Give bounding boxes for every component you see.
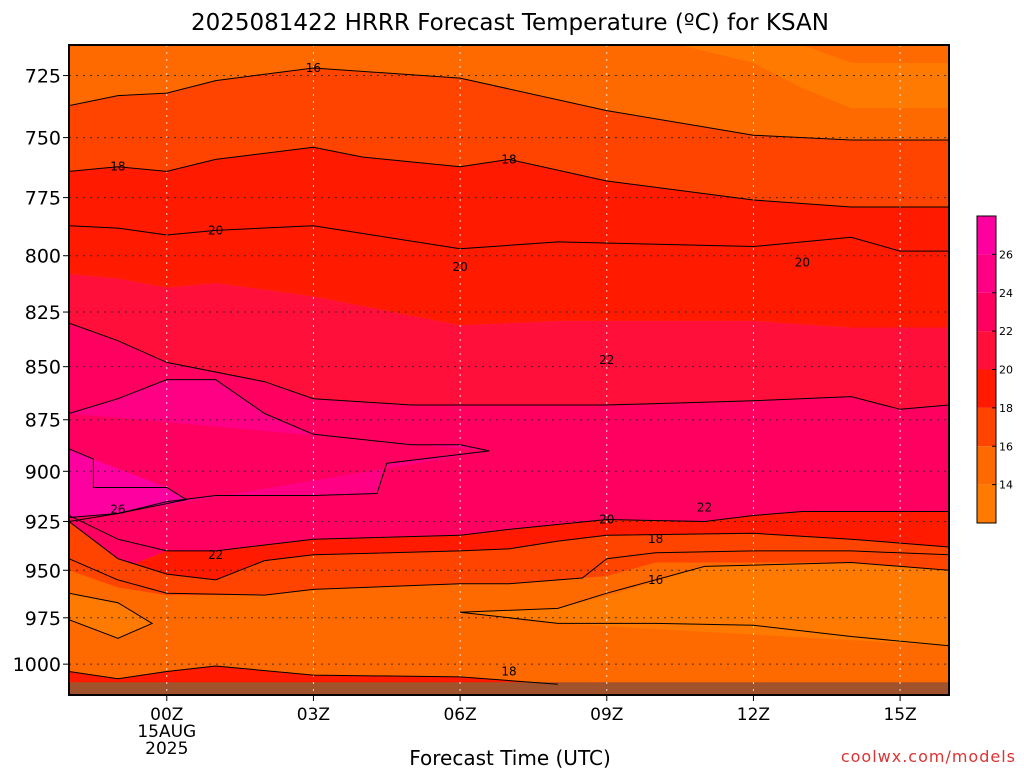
fill-band-5 xyxy=(69,379,490,522)
contour-label: 22 xyxy=(208,548,223,562)
y-tick-label: 875 xyxy=(25,410,61,432)
contour-line-16 xyxy=(460,611,949,647)
contour-labels: 16 18 18 20 20 20 22 26 22 20 18 22 16 18 xyxy=(110,61,810,678)
x-tick-label: 00Z xyxy=(150,705,183,725)
colorbar-label: 24 xyxy=(999,287,1013,300)
fill-band-4 xyxy=(69,323,949,571)
contour-label: 20 xyxy=(452,260,467,274)
colorbar-label: 20 xyxy=(999,364,1013,377)
contour-line-22 xyxy=(69,322,949,410)
contour-line-18 xyxy=(69,146,949,208)
x-tick-label: 15Z xyxy=(883,705,916,725)
fill-band-0 xyxy=(680,45,949,109)
contour-label: 18 xyxy=(110,160,125,174)
contour-line-22 xyxy=(69,511,949,552)
y-tick-label: 1000 xyxy=(13,654,61,676)
temperature-fill-bands xyxy=(69,45,949,695)
fill-band-9 xyxy=(460,562,949,646)
contour-line-18 xyxy=(69,665,558,685)
fill-band-7 xyxy=(69,511,949,580)
y-tick-label: 925 xyxy=(25,511,61,533)
y-axis: 725 750 775 800 825 850 875 900 925 950 975 1000 xyxy=(13,66,69,676)
contour-label: 22 xyxy=(697,501,712,515)
credit-text[interactable]: coolwx.com/models xyxy=(841,747,1016,766)
plot-area: 16 18 18 20 20 20 22 26 22 20 18 22 16 18 xyxy=(68,44,950,696)
colorbar-label: 22 xyxy=(999,325,1013,338)
y-tick-label: 900 xyxy=(25,461,61,483)
x-axis-label: Forecast Time (UTC) xyxy=(409,746,611,768)
colorbar-label: 16 xyxy=(999,440,1013,453)
fill-band-3 xyxy=(69,273,949,410)
x-tick-label: 06Z xyxy=(443,705,476,725)
fill-band-10 xyxy=(69,593,153,639)
y-tick-label: 950 xyxy=(25,560,61,582)
contour-line-20 xyxy=(69,521,949,581)
y-tick-label: 800 xyxy=(25,246,61,268)
y-tick-label: 850 xyxy=(25,357,61,379)
colorbar-swatch xyxy=(977,331,996,370)
contour-line-16 xyxy=(69,67,949,141)
colorbar-swatch xyxy=(977,407,996,447)
contour-line-16 xyxy=(460,561,949,613)
colorbar-swatch xyxy=(977,216,996,255)
contour-label: 22 xyxy=(599,353,614,367)
contour-line-16 xyxy=(69,592,154,639)
colorbar-swatch xyxy=(977,254,996,293)
contour-line-26 xyxy=(69,448,188,518)
colorbar-legend: 14 16 18 20 22 24 26 xyxy=(976,215,1013,524)
colorbar-label: 18 xyxy=(999,402,1013,415)
y-tick-label: 975 xyxy=(25,608,61,630)
colorbar-swatch xyxy=(977,446,996,485)
fill-band-6 xyxy=(69,448,187,518)
y-tick-label: 725 xyxy=(25,66,61,88)
contour-label: 18 xyxy=(501,664,516,678)
chart-title: 2025081422 HRRR Forecast Temperature (ºC… xyxy=(191,10,829,36)
x-tick-label: 03Z xyxy=(297,705,330,725)
y-tick-label: 750 xyxy=(25,128,61,150)
colorbar-label: 26 xyxy=(999,248,1013,261)
fill-band-11 xyxy=(69,666,949,686)
colorbar-swatch xyxy=(977,369,996,408)
contour-label: 20 xyxy=(208,223,223,237)
ground-fill xyxy=(69,682,949,695)
x-tick-date: 15AUG xyxy=(137,722,196,742)
colorbar-swatch xyxy=(977,484,996,523)
contour-label: 16 xyxy=(648,573,663,587)
contour-label: 20 xyxy=(795,256,810,270)
plot-frame xyxy=(68,44,950,696)
fill-band-2 xyxy=(69,147,949,328)
y-tick-label: 825 xyxy=(25,302,61,324)
contour-label: 16 xyxy=(306,61,321,75)
contour-label: 18 xyxy=(648,532,663,546)
fill-band-8 xyxy=(69,521,949,596)
fill-band-1 xyxy=(69,68,949,207)
contour-line-20 xyxy=(69,225,949,252)
x-tick-year: 2025 xyxy=(145,739,188,759)
contour-label: 18 xyxy=(501,152,516,166)
contour-line-18 xyxy=(69,550,949,596)
x-tick-label: 12Z xyxy=(737,705,770,725)
contour-label: 20 xyxy=(599,512,614,526)
colorbar-swatch xyxy=(977,292,996,332)
x-tick-label: 09Z xyxy=(590,705,623,725)
contour-lines xyxy=(69,67,949,685)
contour-label: 26 xyxy=(110,503,125,517)
colorbar-label: 14 xyxy=(999,479,1013,492)
contour-line-24 xyxy=(69,379,490,522)
y-tick-label: 775 xyxy=(25,188,61,210)
